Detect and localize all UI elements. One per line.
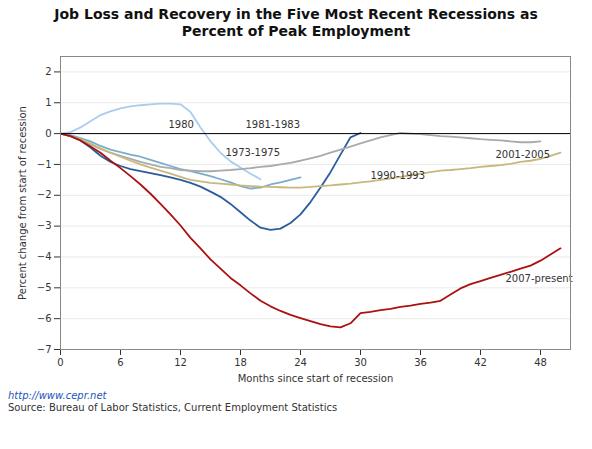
svg-text:2007-present: 2007-present <box>506 273 573 284</box>
svg-text:1: 1 <box>45 97 51 108</box>
svg-text:1980: 1980 <box>169 119 194 130</box>
svg-text:1981-1983: 1981-1983 <box>246 119 301 130</box>
svg-text:Months since start of recessio: Months since start of recession <box>238 372 394 383</box>
svg-text:2001-2005: 2001-2005 <box>496 148 551 159</box>
svg-text:2: 2 <box>45 66 51 77</box>
svg-text:−1: −1 <box>37 158 52 169</box>
svg-text:48: 48 <box>534 356 547 367</box>
svg-text:30: 30 <box>354 356 367 367</box>
svg-text:−6: −6 <box>37 312 52 323</box>
html-text:Job Loss and Recovery in the F: Job Loss and Recovery in the Five Most R… <box>54 6 538 39</box>
svg-text:6: 6 <box>117 356 123 367</box>
svg-text:−4: −4 <box>37 251 52 262</box>
svg-text:18: 18 <box>234 356 247 367</box>
svg-text:−5: −5 <box>37 282 52 293</box>
html-text:http://www.cepr.net: http://www.cepr.net <box>8 389 107 401</box>
svg-text:0: 0 <box>45 127 51 138</box>
svg-text:Percent change from start of r: Percent change from start of recession <box>17 106 28 300</box>
svg-text:1973-1975: 1973-1975 <box>226 146 281 157</box>
svg-text:−3: −3 <box>37 220 52 231</box>
svg-text:0: 0 <box>57 356 63 367</box>
svg-text:12: 12 <box>174 356 187 367</box>
html-text:Source: Bureau of Labor Statis: Source: Bureau of Labor Statistics, Curr… <box>8 401 338 413</box>
svg-text:24: 24 <box>294 356 307 367</box>
svg-text:−2: −2 <box>37 189 52 200</box>
svg-text:1990-1993: 1990-1993 <box>371 170 426 181</box>
svg-text:42: 42 <box>474 356 487 367</box>
svg-text:36: 36 <box>414 356 427 367</box>
svg-text:−7: −7 <box>37 343 52 354</box>
